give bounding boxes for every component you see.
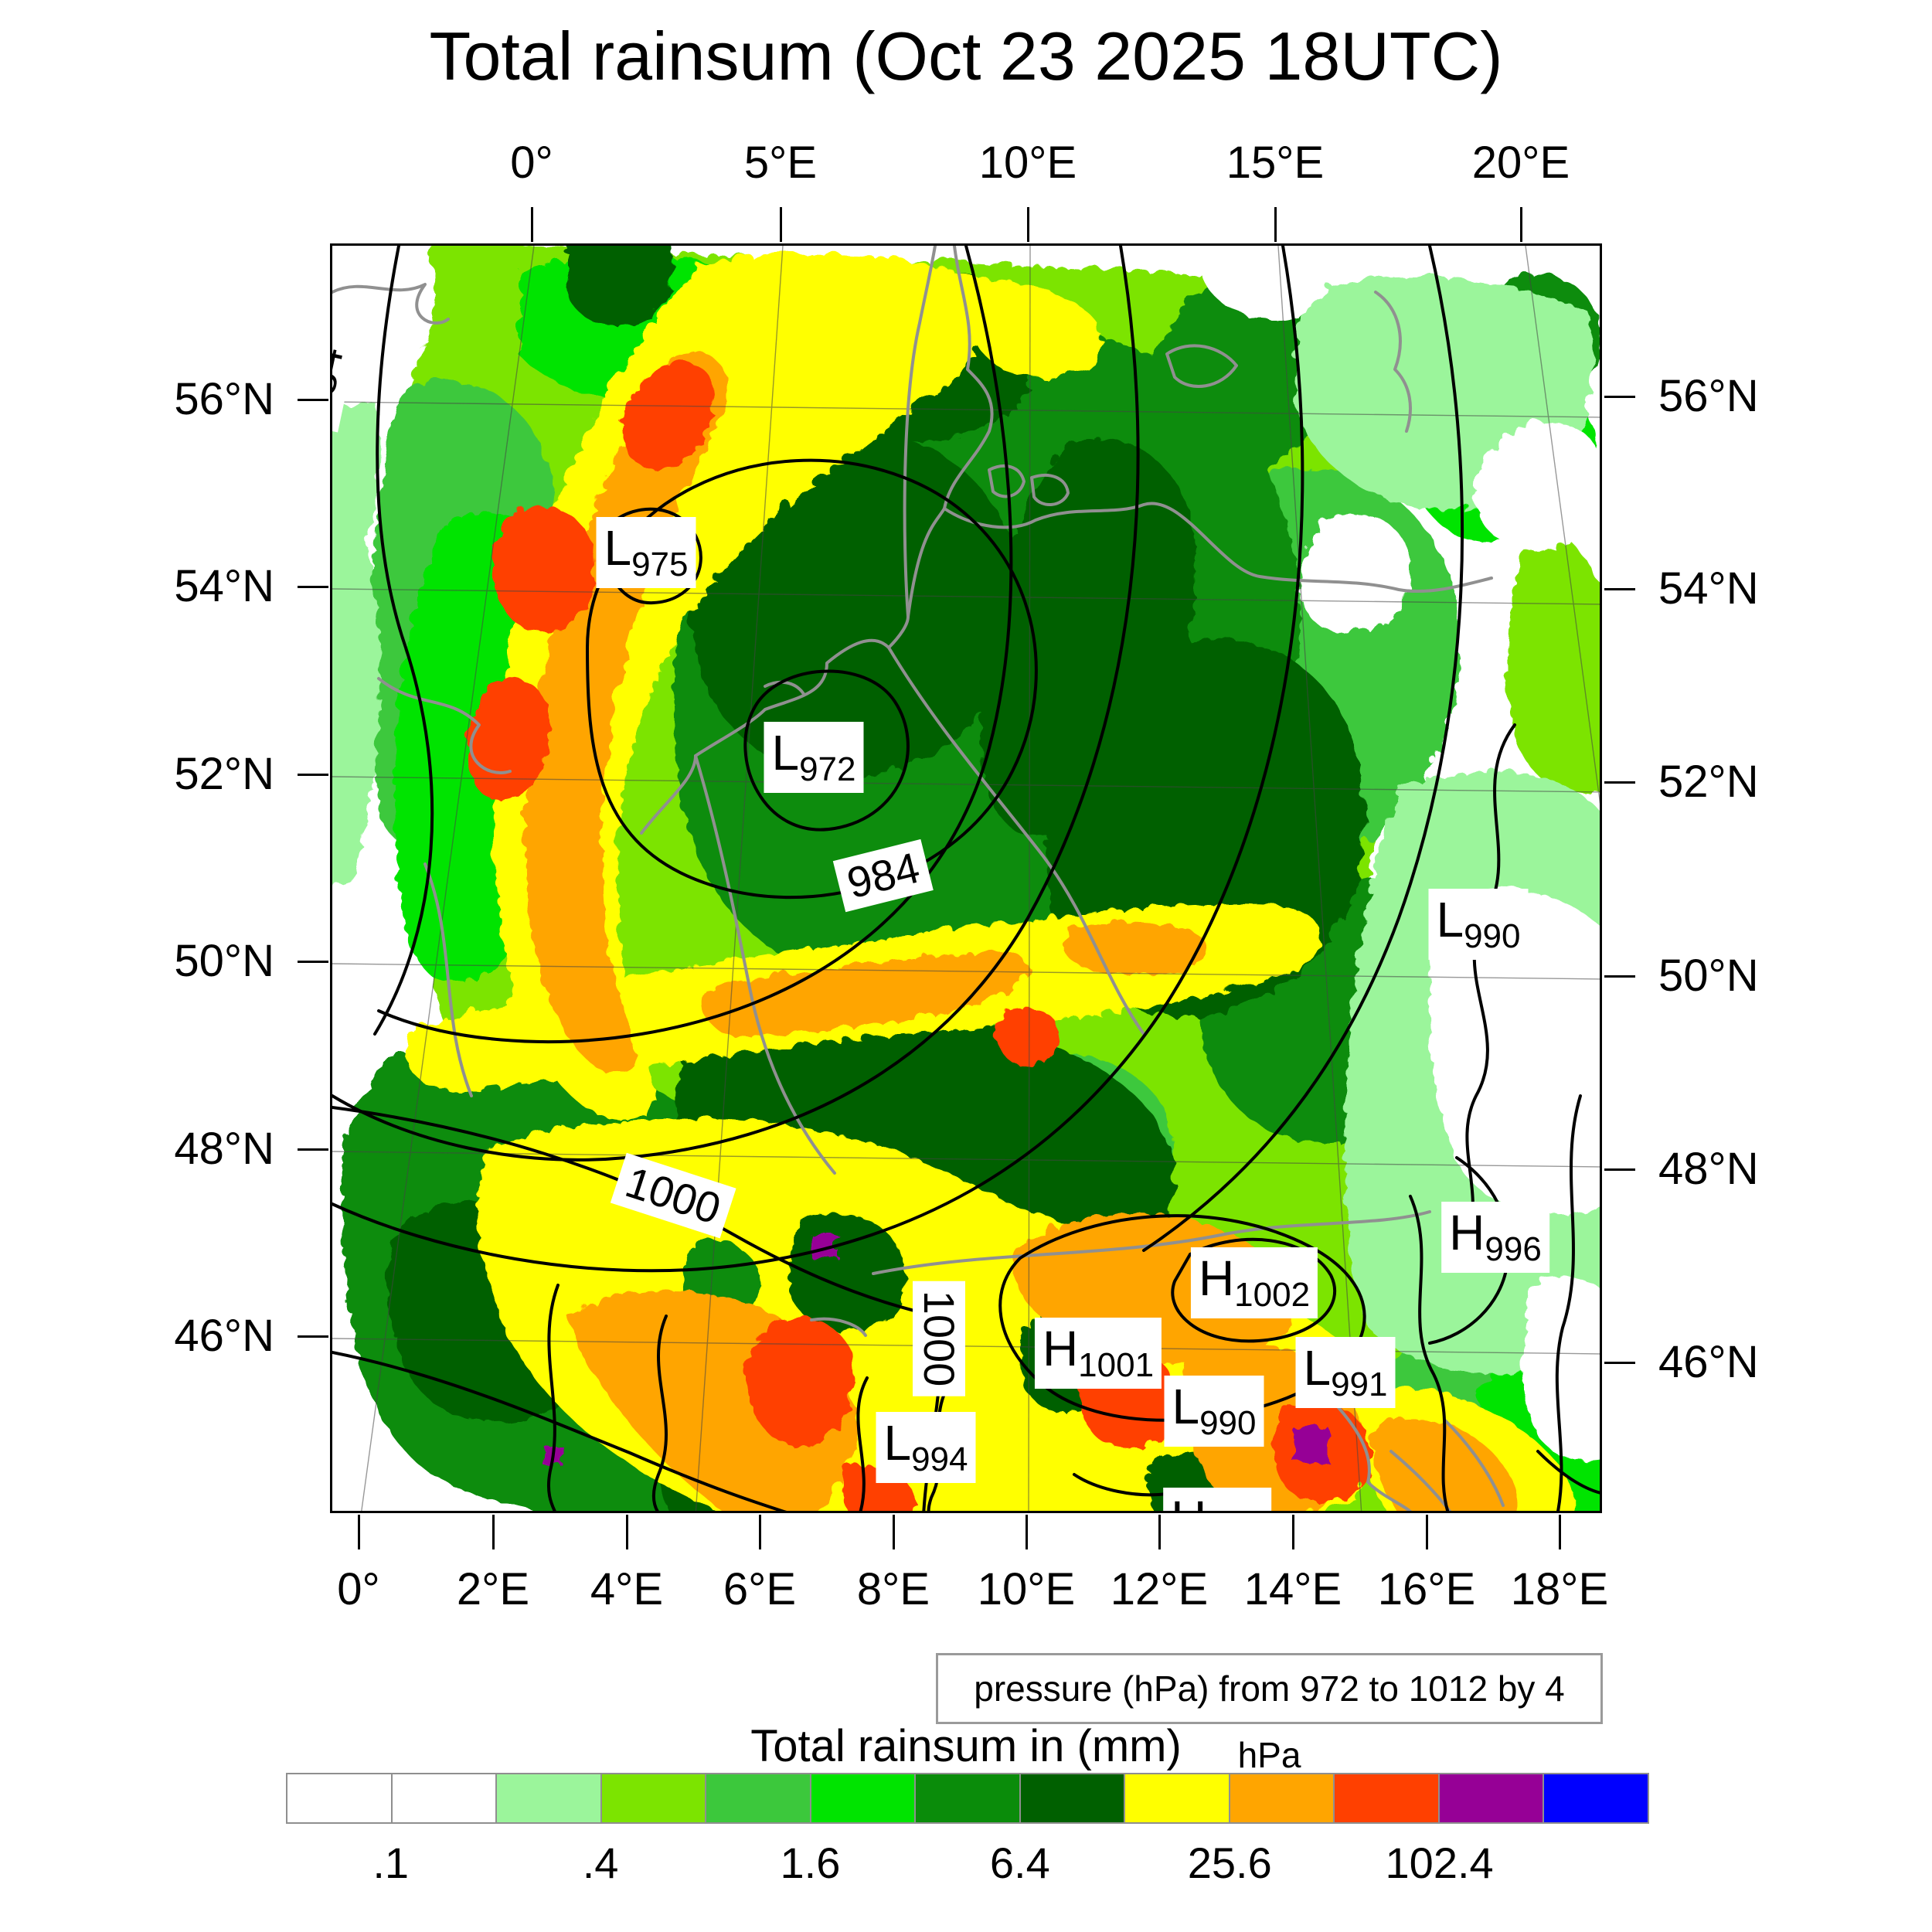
colorbar-tick-label: 102.4: [1385, 1838, 1494, 1887]
right-axis-label: 46°N: [1658, 1337, 1759, 1387]
left-tick: [298, 961, 328, 963]
colorbar-segment: [287, 1774, 391, 1822]
right-tick: [1604, 1168, 1635, 1171]
pressure-center-label: H1001: [1034, 1318, 1162, 1389]
pressure-center-label: H998: [1163, 1488, 1271, 1511]
colorbar-segment: [1543, 1774, 1648, 1822]
colorbar-segment: [914, 1774, 1019, 1822]
left-axis-label: 46°N: [174, 1311, 274, 1361]
pressure-center-label: L990: [1164, 1376, 1264, 1447]
top-tick: [1027, 207, 1029, 242]
contour-label: 984: [832, 838, 934, 913]
pressure-center-label: H1002: [1190, 1247, 1318, 1318]
right-tick: [1604, 396, 1635, 398]
colorbar-segment: [1333, 1774, 1438, 1822]
colorbar-tick-label: .4: [582, 1838, 619, 1887]
bottom-axis-label: 2°E: [456, 1564, 530, 1614]
colorbar-segment: [1124, 1774, 1229, 1822]
colorbar-tick-label: 6.4: [989, 1838, 1050, 1887]
bottom-axis-label: 10°E: [977, 1564, 1076, 1614]
bottom-axis-label: 18°E: [1510, 1564, 1609, 1614]
colorbar-segment: [600, 1774, 706, 1822]
left-axis-label: 56°N: [174, 374, 274, 424]
top-axis-label: 0°: [510, 138, 553, 188]
left-tick: [298, 774, 328, 776]
left-axis-label: 50°N: [174, 936, 274, 986]
left-axis-label: 54°N: [174, 561, 274, 611]
rainfall-raster: [332, 246, 1600, 1511]
colorbar: [286, 1773, 1649, 1824]
pressure-center-label: L994: [876, 1412, 976, 1483]
top-tick: [1520, 207, 1522, 242]
right-axis-label: 52°N: [1658, 757, 1759, 807]
left-tick: [298, 1148, 328, 1151]
colorbar-segment: [390, 1774, 496, 1822]
right-axis-label: 48°N: [1658, 1144, 1759, 1194]
top-tick: [531, 207, 533, 242]
bottom-axis-label: 6°E: [723, 1564, 797, 1614]
right-tick: [1604, 781, 1635, 784]
pressure-center-label: L972: [764, 722, 864, 793]
colorbar-segment: [1437, 1774, 1543, 1822]
map-panel: 984 L975 L972 984 L990 1000 1000 H1002 H1001 L991…: [330, 243, 1602, 1513]
bottom-tick: [759, 1515, 761, 1549]
pressure-center-label: L975: [596, 517, 696, 588]
right-axis-label: 54°N: [1658, 563, 1759, 614]
contour-caption: pressure (hPa) from 972 to 1012 by 4 hPa: [936, 1653, 1603, 1775]
right-axis-label: 56°N: [1658, 371, 1759, 421]
colorbar-segment: [1228, 1774, 1334, 1822]
top-tick: [780, 207, 782, 242]
top-tick: [1274, 207, 1277, 242]
bottom-tick: [1426, 1515, 1428, 1549]
colorbar-tick-label: .1: [372, 1838, 410, 1887]
map-graphic: [332, 246, 1600, 1511]
left-tick: [298, 399, 328, 401]
bottom-tick: [492, 1515, 495, 1549]
top-axis-label: 20°E: [1471, 138, 1570, 188]
bottom-axis-label: 0°: [337, 1564, 380, 1614]
page-title: Total rainsum (Oct 23 2025 18UTC): [429, 18, 1503, 94]
pressure-center-label: L991: [1295, 1337, 1396, 1408]
coastlines: [332, 246, 1505, 1511]
colorbar-segment: [1019, 1774, 1124, 1822]
bottom-tick: [626, 1515, 628, 1549]
right-tick: [1604, 1362, 1635, 1364]
legend-title: Total rainsum in (mm): [750, 1721, 1182, 1771]
left-axis-label: 48°N: [174, 1124, 274, 1174]
colorbar-tick-label: 25.6: [1187, 1838, 1272, 1887]
top-axis-label: 10°E: [978, 138, 1077, 188]
pressure-labels-layer: 984 L975 L972 984 L990 1000 1000 H1002 H1001 L991…: [332, 246, 1600, 1511]
top-axis-label: 5°E: [743, 138, 818, 188]
contour-label: 1000: [610, 1152, 736, 1239]
pressure-center-label: H996: [1441, 1202, 1549, 1273]
bottom-tick: [893, 1515, 895, 1549]
bottom-axis-label: 12°E: [1110, 1564, 1209, 1614]
right-tick: [1604, 975, 1635, 978]
left-axis-label: 52°N: [174, 749, 274, 799]
bottom-tick: [1026, 1515, 1028, 1549]
bottom-axis-label: 8°E: [856, 1564, 930, 1614]
bottom-axis-label: 16°E: [1377, 1564, 1476, 1614]
bottom-tick: [358, 1515, 360, 1549]
left-tick: [298, 1335, 328, 1338]
right-axis-label: 50°N: [1658, 951, 1759, 1001]
colorbar-segment: [809, 1774, 915, 1822]
bottom-tick: [1559, 1515, 1561, 1549]
top-axis-label: 15°E: [1226, 138, 1325, 188]
bottom-tick: [1292, 1515, 1294, 1549]
left-tick: [298, 586, 328, 588]
bottom-axis-label: 14°E: [1243, 1564, 1342, 1614]
contour-label: 1000: [913, 1281, 965, 1396]
pressure-center-label: L990: [1428, 889, 1529, 960]
colorbar-segment: [705, 1774, 810, 1822]
contour-label: 984: [332, 332, 357, 433]
bottom-axis-label: 4°E: [590, 1564, 664, 1614]
bottom-tick: [1158, 1515, 1161, 1549]
colorbar-tick-label: 1.6: [780, 1838, 841, 1887]
colorbar-segment: [495, 1774, 600, 1822]
right-tick: [1604, 588, 1635, 590]
